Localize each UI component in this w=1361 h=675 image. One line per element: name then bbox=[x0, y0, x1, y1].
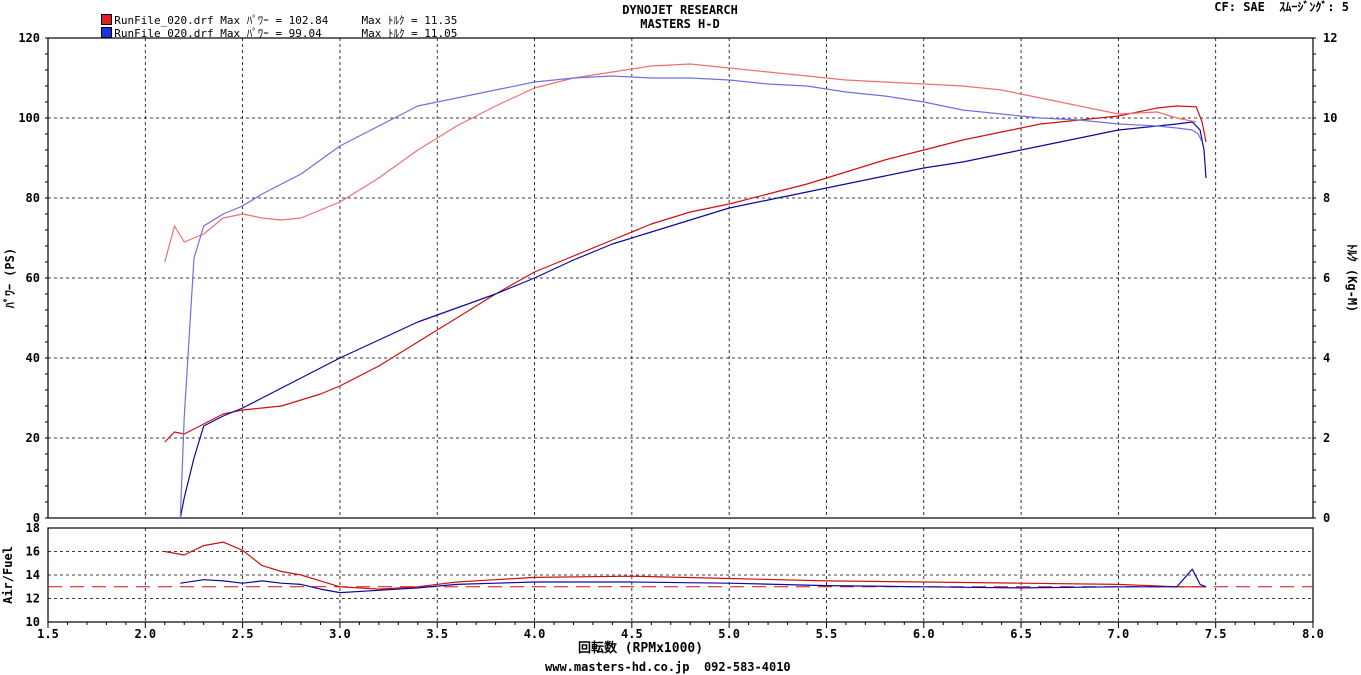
x-tick-label: 8.0 bbox=[1302, 627, 1324, 641]
x-tick-label: 3.5 bbox=[426, 627, 448, 641]
y-tick-label: 80 bbox=[26, 191, 40, 205]
x-tick-label: 3.0 bbox=[329, 627, 351, 641]
legend-file-red: RunFile_020.drf bbox=[114, 14, 214, 27]
y2-tick-label: 10 bbox=[1323, 111, 1337, 125]
x-tick-label: 6.5 bbox=[1010, 627, 1032, 641]
x-tick-label: 7.0 bbox=[1108, 627, 1130, 641]
series-line-power_blue bbox=[179, 121, 1207, 519]
airfuel-y-tick-label: 10 bbox=[26, 615, 40, 629]
y2-tick-label: 12 bbox=[1323, 31, 1337, 45]
y-tick-label: 60 bbox=[26, 271, 40, 285]
series-line-torque_red bbox=[164, 63, 1197, 263]
y2-tick-label: 6 bbox=[1323, 271, 1330, 285]
y2-tick-label: 2 bbox=[1323, 431, 1330, 445]
airfuel-y-tick-label: 12 bbox=[26, 592, 40, 606]
legend-file-blue: RunFile_020.drf bbox=[114, 27, 214, 40]
y-tick-label: 0 bbox=[33, 511, 40, 525]
x-tick-label: 5.5 bbox=[816, 627, 838, 641]
airfuel-y-tick-label: 14 bbox=[26, 568, 40, 582]
x-tick-label: 1.5 bbox=[37, 627, 59, 641]
y-axis-label: ﾊﾟﾜｰ (PS) bbox=[2, 248, 17, 309]
y2-tick-label: 4 bbox=[1323, 351, 1330, 365]
y2-tick-label: 0 bbox=[1323, 511, 1330, 525]
legend-entry-blue: RunFile_020.drf Max ﾊﾟﾜｰ = 99.04 Max ﾄﾙｸ… bbox=[88, 15, 457, 40]
series-line-af_blue bbox=[180, 568, 1207, 594]
airfuel-y-tick-label: 16 bbox=[26, 545, 40, 559]
x-tick-label: 2.0 bbox=[134, 627, 156, 641]
legend-swatch-red bbox=[101, 14, 113, 25]
legend-max-power-red: Max ﾊﾟﾜｰ = 102.84 bbox=[220, 14, 329, 27]
airfuel-y-axis-label: Air/Fuel bbox=[1, 546, 15, 604]
y2-tick-label: 8 bbox=[1323, 191, 1330, 205]
header-title: DYNOJET RESEARCH bbox=[622, 3, 738, 17]
x-tick-label: 6.0 bbox=[913, 627, 935, 641]
series-line-power_red bbox=[164, 105, 1207, 443]
legend-entry-red: RunFile_020.drf Max ﾊﾟﾜｰ = 102.84 Max ﾄﾙ… bbox=[88, 2, 457, 27]
x-tick-label: 2.5 bbox=[232, 627, 254, 641]
y-tick-label: 120 bbox=[18, 31, 40, 45]
y-tick-label: 40 bbox=[26, 351, 40, 365]
x-tick-label: 4.5 bbox=[621, 627, 643, 641]
y-tick-label: 100 bbox=[18, 111, 40, 125]
legend-max-torque-red: Max ﾄﾙｸ = 11.35 bbox=[361, 14, 458, 27]
x-axis-label: 回転数 (RPMx1000) bbox=[578, 640, 703, 656]
airfuel-y-tick-label: 18 bbox=[26, 521, 40, 535]
series-line-torque_blue bbox=[179, 75, 1203, 519]
y-tick-label: 20 bbox=[26, 431, 40, 445]
header-subtitle: MASTERS H-D bbox=[640, 17, 720, 31]
x-tick-label: 7.5 bbox=[1205, 627, 1227, 641]
footer-contact: www.masters-hd.co.jp 092-583-4010 bbox=[545, 660, 791, 674]
legend-max-power-blue: Max ﾊﾟﾜｰ = 99.04 bbox=[220, 27, 322, 40]
y2-axis-label: ﾄﾙｸ (Kg-M) bbox=[1345, 244, 1359, 313]
series-line-af_red bbox=[164, 541, 1206, 590]
x-tick-label: 4.0 bbox=[524, 627, 546, 641]
cf-info: CF: SAE ｽﾑｰｼﾞﾝｸﾞ: 5 bbox=[1214, 0, 1349, 14]
legend-max-torque-blue: Max ﾄﾙｸ = 11.05 bbox=[361, 27, 458, 40]
x-tick-label: 5.0 bbox=[718, 627, 740, 641]
